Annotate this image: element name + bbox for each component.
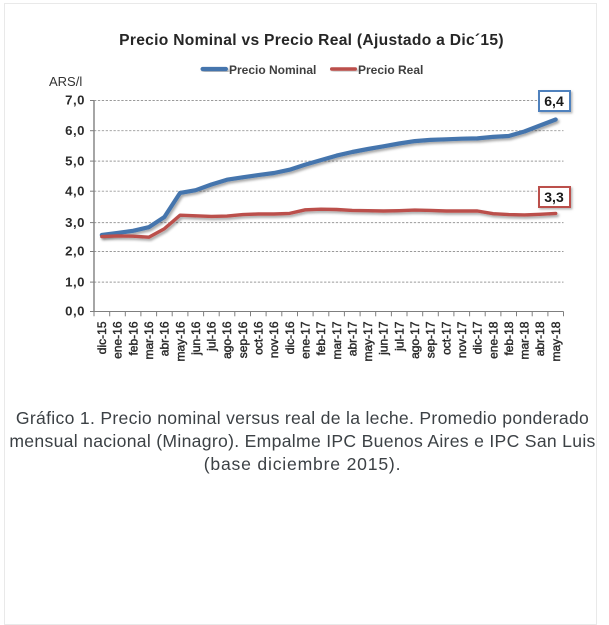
svg-text:oct-17: oct-17: [439, 321, 453, 355]
svg-text:abr-16: abr-16: [158, 321, 172, 356]
svg-text:nov-16: nov-16: [267, 321, 281, 358]
svg-text:ene-17: ene-17: [299, 321, 313, 359]
svg-text:5,0: 5,0: [65, 153, 85, 168]
svg-text:dic-17: dic-17: [471, 321, 485, 354]
svg-text:feb-18: feb-18: [502, 321, 516, 355]
svg-text:6,0: 6,0: [65, 123, 85, 138]
svg-text:may-18: may-18: [549, 321, 563, 361]
svg-text:abr-17: abr-17: [345, 321, 359, 356]
svg-text:ene-18: ene-18: [486, 321, 500, 359]
svg-text:jun-17: jun-17: [377, 321, 391, 356]
svg-text:jul-16: jul-16: [205, 321, 219, 352]
svg-text:jul-17: jul-17: [392, 321, 406, 352]
svg-text:mar-18: mar-18: [518, 321, 532, 359]
svg-text:may-17: may-17: [361, 321, 375, 361]
svg-text:may-16: may-16: [173, 321, 187, 361]
svg-text:0,0: 0,0: [65, 304, 85, 319]
svg-text:mar-16: mar-16: [142, 321, 156, 359]
svg-text:feb-16: feb-16: [126, 321, 140, 355]
svg-text:oct-16: oct-16: [252, 321, 266, 355]
svg-text:sep-16: sep-16: [236, 321, 250, 358]
svg-text:7,0: 7,0: [65, 93, 85, 108]
svg-text:1,0: 1,0: [65, 274, 85, 289]
svg-text:ago-16: ago-16: [220, 321, 234, 359]
svg-text:dic-15: dic-15: [95, 321, 109, 354]
svg-text:jun-16: jun-16: [189, 321, 203, 356]
svg-text:3,0: 3,0: [65, 215, 85, 230]
svg-text:mar-17: mar-17: [330, 321, 344, 359]
svg-text:nov-17: nov-17: [455, 321, 469, 358]
svg-text:4,0: 4,0: [65, 183, 85, 198]
svg-text:ene-16: ene-16: [111, 321, 125, 359]
svg-text:ago-17: ago-17: [408, 321, 422, 359]
svg-text:feb-17: feb-17: [314, 321, 328, 355]
svg-text:2,0: 2,0: [65, 244, 85, 259]
svg-text:sep-17: sep-17: [424, 321, 438, 358]
svg-text:dic-16: dic-16: [283, 321, 297, 354]
svg-text:abr-18: abr-18: [533, 321, 547, 356]
